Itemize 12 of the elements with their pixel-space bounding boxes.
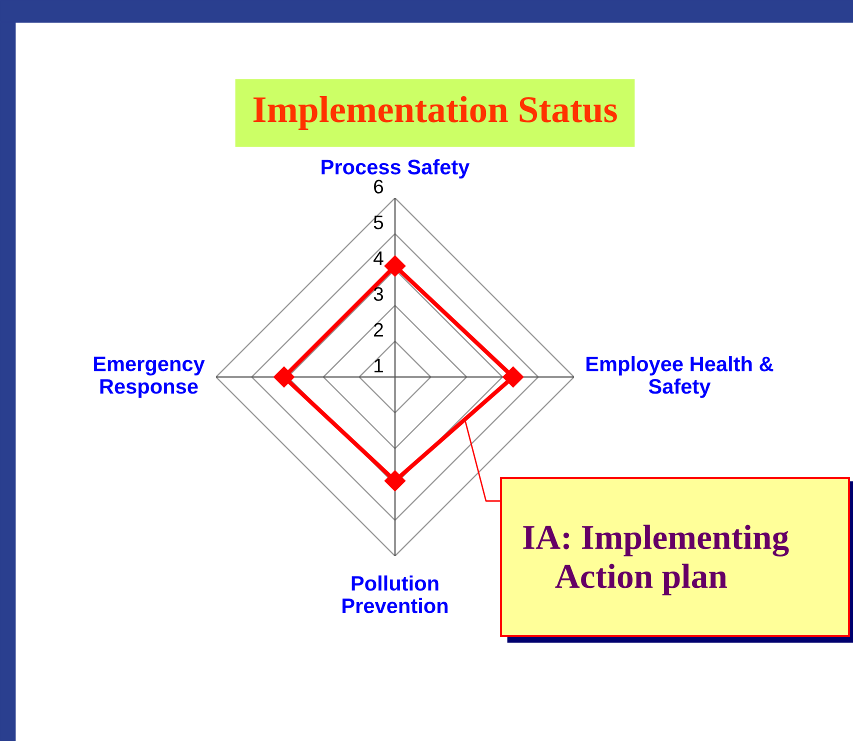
y-tick-label: 5 <box>374 216 384 230</box>
y-tick-label: 6 <box>374 180 384 194</box>
spoke-label: Emergency Response <box>94 356 205 398</box>
text: IA: Implementing Action plan <box>523 524 789 596</box>
chart-title: Implementation Status <box>253 96 617 130</box>
y-tick-label: 1 <box>374 358 383 372</box>
spoke-label: Pollution Prevention <box>342 575 448 614</box>
y-tick-label: 3 <box>374 287 384 301</box>
y-tick-label: 4 <box>374 252 384 265</box>
spoke-label: Process Safety <box>322 159 470 179</box>
y-tick-label: 2 <box>374 322 383 337</box>
spoke-label: Employee Health & Safety <box>586 356 774 398</box>
